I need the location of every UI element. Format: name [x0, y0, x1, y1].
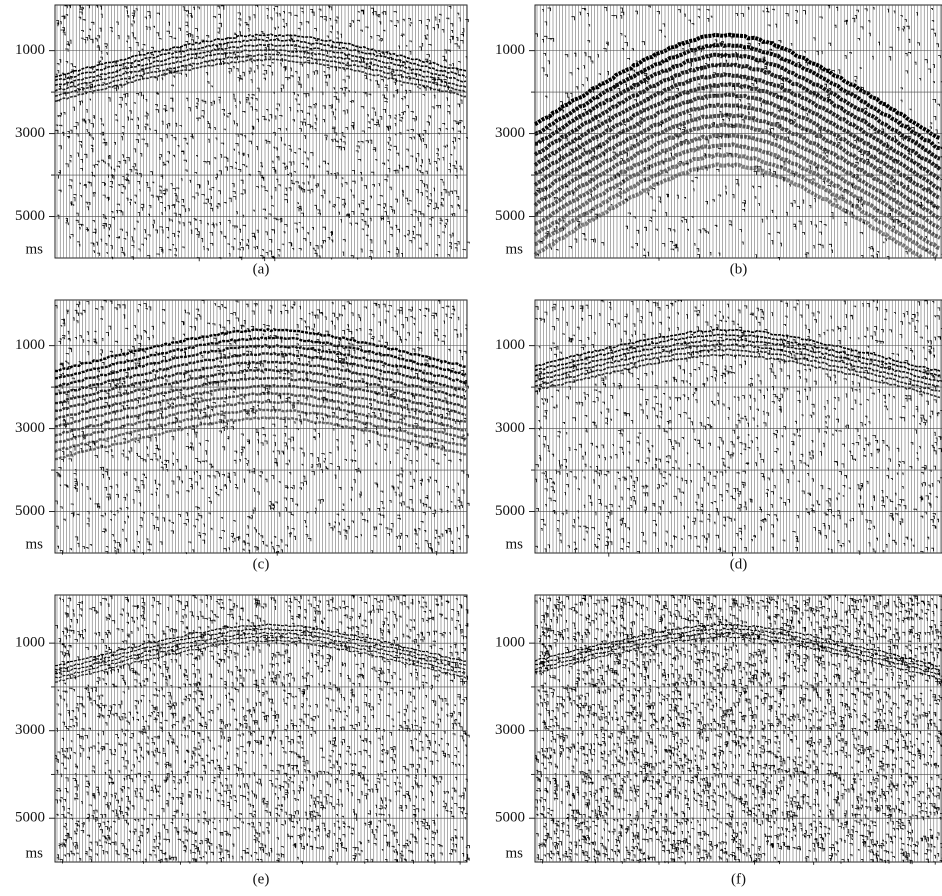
panel: 1000 3000 5000 ms (d) — [495, 299, 942, 572]
seismic-noise — [55, 594, 470, 865]
reflection-event — [534, 635, 941, 680]
panel-caption: (e) — [253, 871, 270, 887]
reflection-event — [533, 112, 942, 221]
seismic-traces — [536, 300, 941, 553]
y-axis-unit: ms — [25, 241, 43, 257]
reflection-event — [54, 368, 467, 413]
reflection-event — [54, 53, 467, 97]
reflection-event — [54, 639, 467, 683]
reflection-event — [533, 32, 941, 140]
reflection-event — [54, 400, 467, 444]
reflection-event — [534, 333, 941, 377]
reflection-event — [54, 58, 467, 103]
reflection-event — [534, 42, 941, 151]
reflection-event — [533, 82, 941, 191]
y-tick-label: 5000 — [495, 503, 525, 519]
panel: 1000 3000 5000 ms (f) — [495, 594, 942, 887]
panel-caption: (f) — [731, 871, 746, 887]
panel-caption: (b) — [730, 261, 748, 277]
y-axis-unit: ms — [505, 536, 523, 552]
reflection-event — [533, 161, 924, 260]
panel: 1000 3000 5000 ms (c) — [15, 299, 470, 572]
reflection-event — [54, 376, 467, 421]
reflection-event — [54, 33, 467, 78]
reflection-event — [533, 102, 942, 211]
panel-caption: (d) — [730, 556, 748, 572]
reflection-event — [54, 336, 467, 380]
y-tick-label: 1000 — [495, 337, 525, 353]
reflection-event — [54, 38, 467, 82]
y-tick-label: 3000 — [15, 125, 45, 141]
reflection-event — [533, 142, 941, 251]
reflection-event — [533, 62, 942, 171]
y-axis-unit: ms — [505, 241, 523, 257]
reflection-event — [54, 383, 467, 428]
y-tick-label: 5000 — [495, 810, 525, 826]
panel-caption: (a) — [253, 261, 270, 277]
reflection-event — [534, 122, 942, 231]
y-tick-label: 3000 — [495, 420, 525, 436]
reflection-event — [534, 353, 941, 399]
y-axis-unit: ms — [25, 536, 43, 552]
reflection-event — [534, 343, 941, 388]
y-axis-unit: ms — [505, 845, 523, 861]
y-tick-label: 3000 — [495, 125, 525, 141]
reflection-event — [534, 152, 939, 259]
y-tick-label: 3000 — [15, 722, 45, 738]
y-tick-label: 5000 — [15, 208, 45, 224]
y-tick-label: 5000 — [15, 810, 45, 826]
reflection-event — [54, 416, 467, 461]
reflection-event — [54, 391, 467, 437]
reflection-event — [533, 92, 941, 200]
reflection-event — [534, 132, 941, 240]
panel-caption: (c) — [253, 556, 270, 572]
reflection-event — [54, 407, 467, 453]
panel: 1000 3000 5000 ms (a) — [15, 4, 470, 277]
seismic-noise — [535, 594, 942, 865]
y-axis-unit: ms — [25, 845, 43, 861]
y-tick-label: 3000 — [495, 722, 525, 738]
y-tick-label: 3000 — [15, 420, 45, 436]
reflection-event — [54, 631, 467, 675]
reflection-event — [54, 351, 467, 396]
reflection-event — [534, 631, 941, 676]
reflection-event — [533, 72, 942, 182]
y-tick-label: 1000 — [15, 42, 45, 58]
reflection-event — [54, 623, 467, 667]
reflection-event — [534, 627, 941, 671]
plot-frame — [54, 4, 468, 259]
reflection-event — [54, 48, 467, 92]
y-tick-label: 5000 — [15, 503, 45, 519]
reflection-event — [534, 338, 941, 383]
panel: 1000 3000 5000 ms (e) — [15, 594, 470, 887]
reflection-event — [54, 343, 467, 389]
reflection-event — [54, 627, 467, 671]
y-tick-label: 1000 — [495, 42, 525, 58]
reflection-event — [534, 51, 941, 161]
reflection-event — [54, 327, 467, 373]
seismic-noise — [535, 299, 942, 557]
reflection-event — [534, 348, 941, 392]
reflection-event — [55, 359, 467, 405]
panel: 1000 3000 5000 ms (b) — [495, 4, 942, 277]
reflection-event — [54, 635, 467, 679]
reflection-event — [534, 328, 941, 372]
y-tick-label: 1000 — [15, 337, 45, 353]
y-tick-label: 1000 — [15, 635, 45, 651]
y-tick-label: 5000 — [495, 208, 525, 224]
reflection-event — [54, 43, 467, 86]
seismic-traces — [56, 5, 467, 258]
reflection-event — [534, 623, 941, 668]
y-tick-label: 1000 — [495, 635, 525, 651]
